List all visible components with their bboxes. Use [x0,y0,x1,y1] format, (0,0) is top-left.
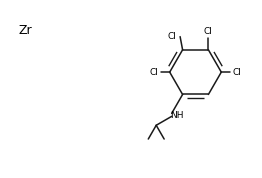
Text: Cl: Cl [233,68,242,77]
Text: Cl: Cl [168,32,177,41]
Text: Zr: Zr [19,24,32,37]
Text: NH: NH [170,111,183,120]
Text: Cl: Cl [149,68,158,77]
Text: Cl: Cl [204,27,213,36]
